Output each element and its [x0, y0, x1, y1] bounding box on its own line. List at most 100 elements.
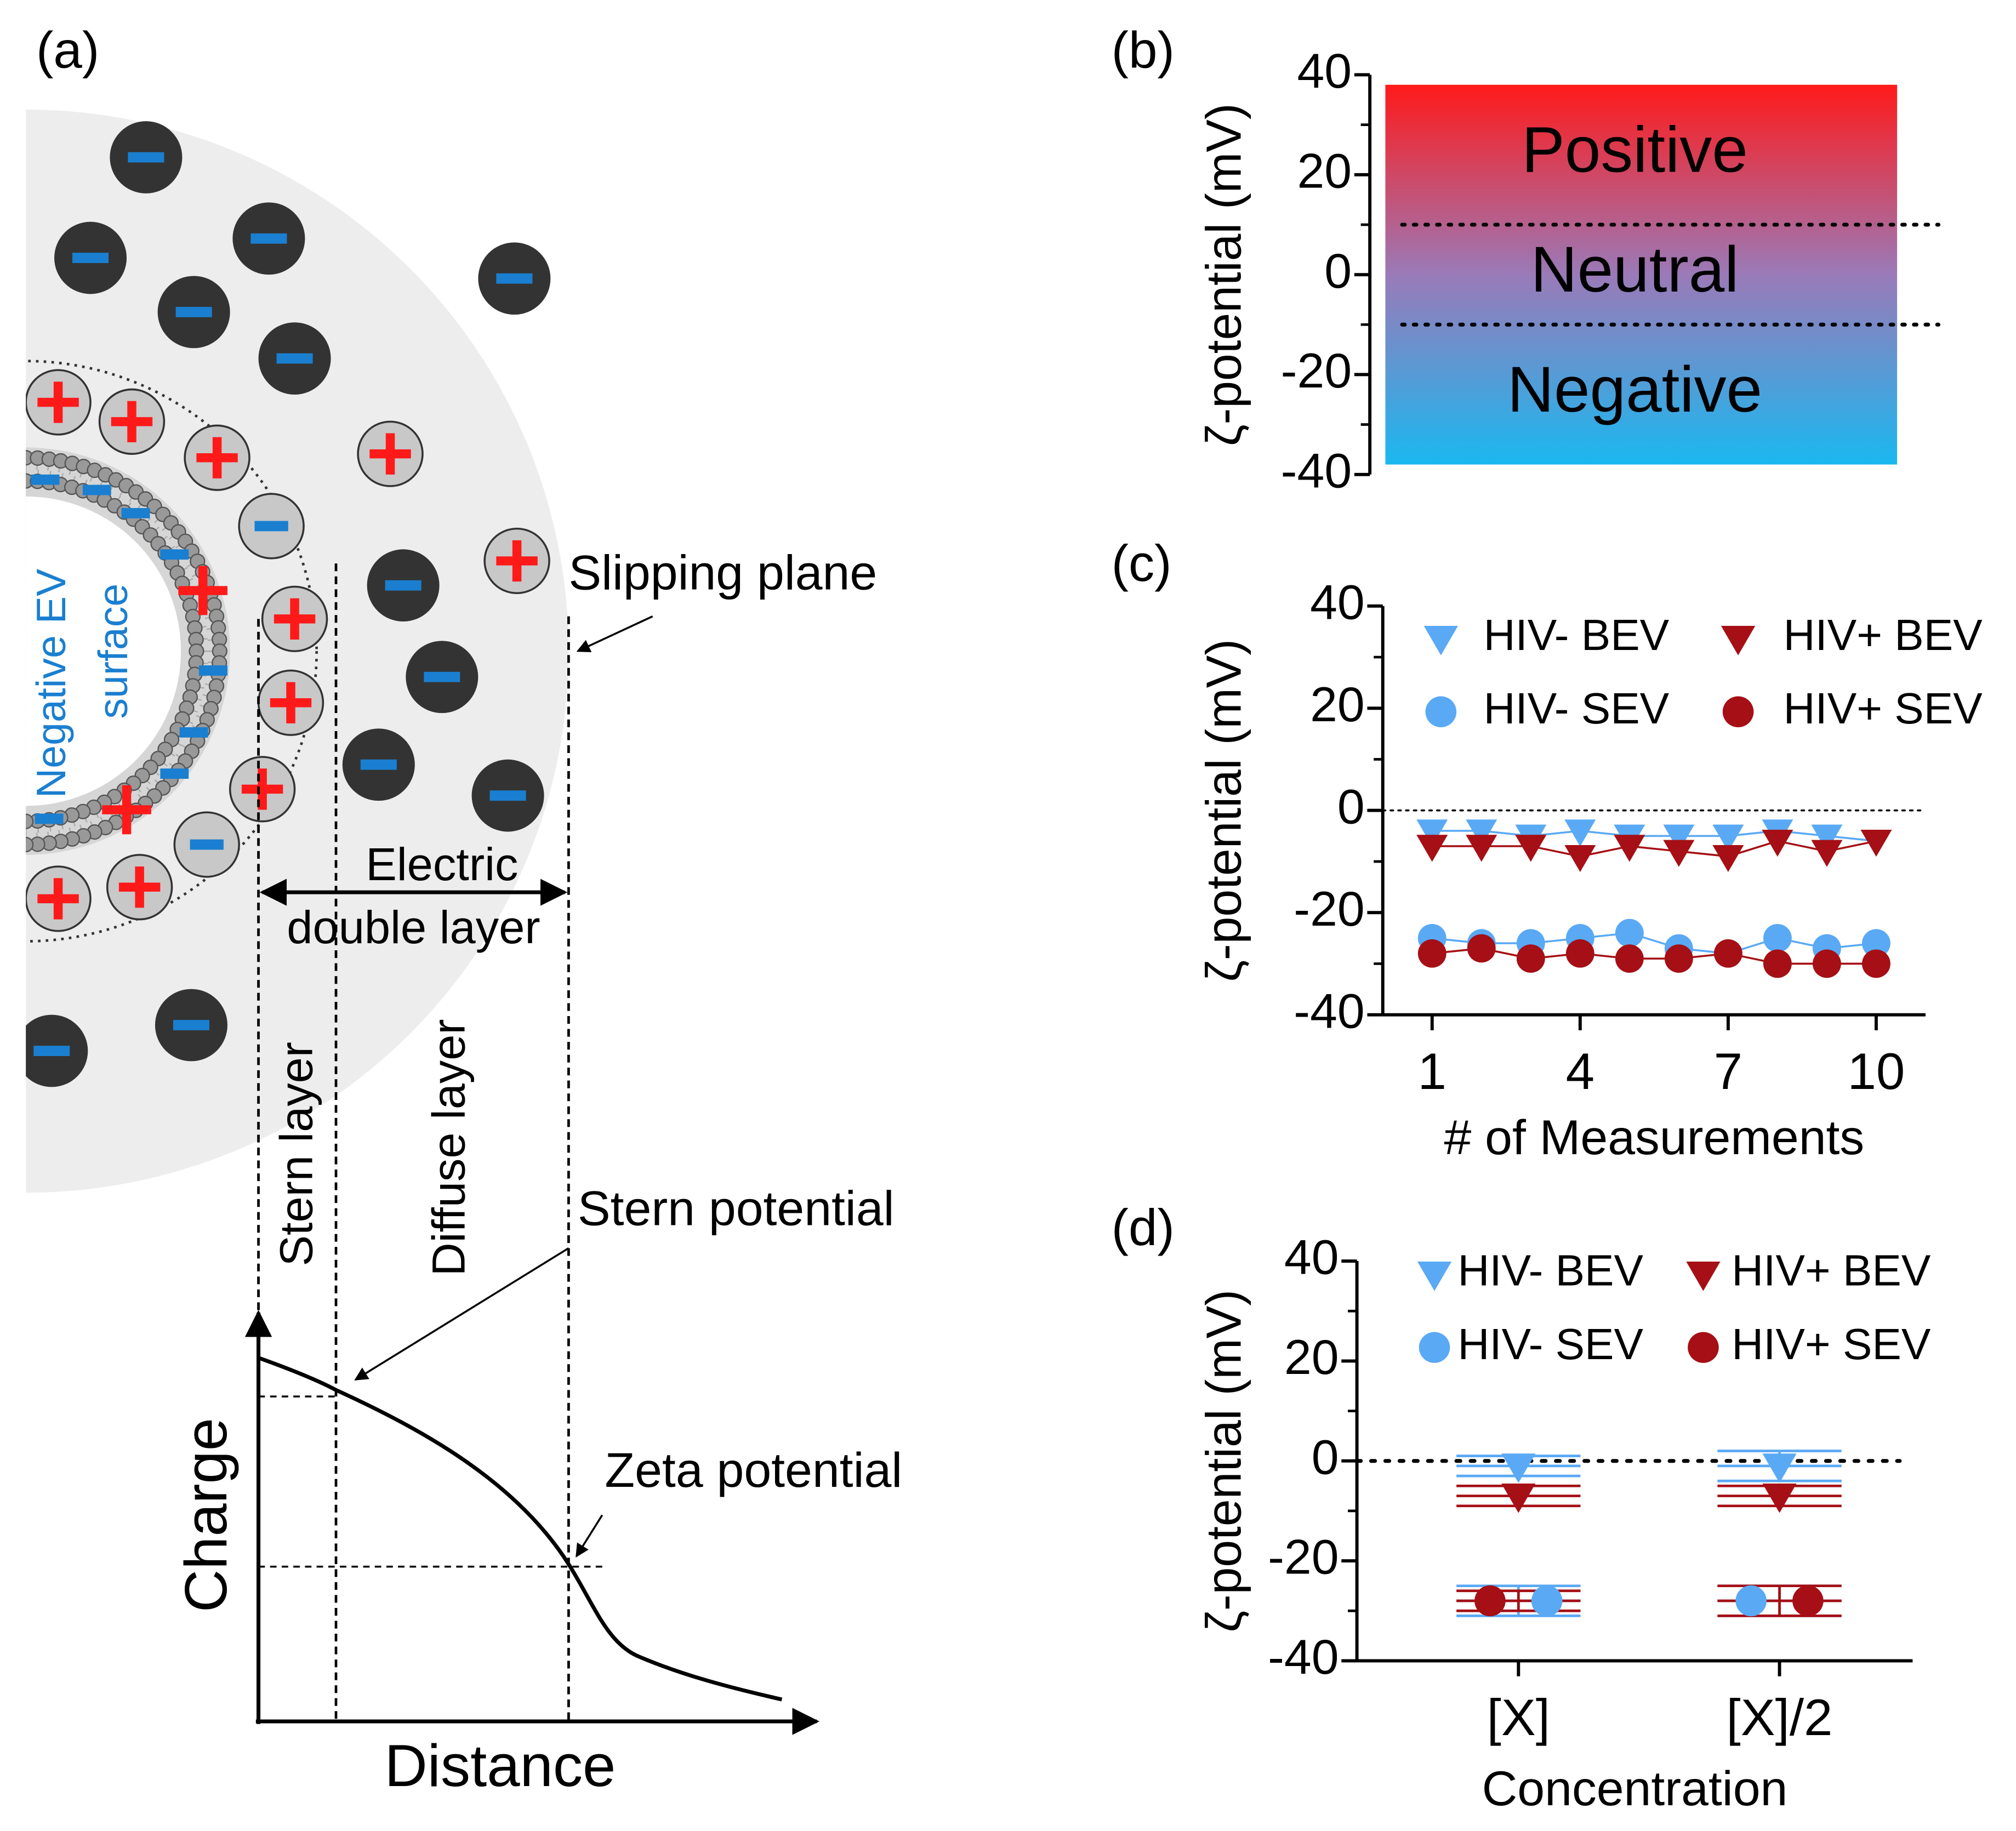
minus-sign — [250, 233, 287, 244]
annotation: double layer — [287, 901, 540, 953]
minus-sign — [35, 813, 64, 824]
marker — [1811, 840, 1843, 867]
marker — [1712, 845, 1744, 872]
legend-label: HIV+ SEV — [1784, 684, 1983, 733]
marker — [1663, 840, 1695, 867]
marker — [1762, 1453, 1797, 1483]
marker — [1565, 939, 1594, 968]
annotation: Stern layer — [270, 1042, 322, 1266]
zone-label: Positive — [1522, 113, 1748, 186]
panel-label: (b) — [1112, 21, 1175, 79]
legend-label: HIV- SEV — [1457, 1320, 1643, 1368]
y-tick-label: -20 — [1294, 881, 1364, 936]
annotation: Zeta potential — [605, 1442, 902, 1497]
minus-sign — [179, 727, 208, 738]
minus-sign — [385, 580, 422, 591]
marker — [1860, 829, 1892, 857]
y-tick-label: 0 — [1337, 779, 1365, 834]
y-tick-label: 20 — [1310, 677, 1365, 732]
panel-label: (d) — [1112, 1199, 1175, 1256]
legend-label: HIV- BEV — [1484, 611, 1670, 659]
marker — [1712, 824, 1744, 852]
marker — [1862, 949, 1890, 978]
marker — [1811, 824, 1843, 852]
minus-sign — [254, 521, 288, 532]
y-tick-label: -40 — [1294, 983, 1364, 1038]
series-line — [1432, 840, 1877, 858]
x-tick-label: 4 — [1566, 1042, 1594, 1100]
legend-marker — [1417, 1261, 1452, 1291]
minus-sign — [121, 508, 150, 518]
marker — [1614, 835, 1645, 862]
marker — [1762, 829, 1793, 857]
plus-sign — [258, 768, 267, 810]
x-axis-label: Concentration — [1482, 1761, 1788, 1816]
marker — [1713, 939, 1742, 968]
plus-sign — [198, 566, 208, 615]
x-axis-label: # of Measurements — [1444, 1110, 1864, 1165]
minus-sign — [31, 474, 60, 485]
x-tick-label: [X]/2 — [1727, 1689, 1833, 1746]
axis-label: Distance — [384, 1732, 616, 1799]
marker — [1615, 919, 1644, 948]
legend-marker — [1686, 1261, 1721, 1291]
ev-core — [26, 496, 181, 806]
diagram: (a) Negative EV surface Slipping plane E… — [26, 21, 902, 1799]
minus-sign — [496, 273, 533, 284]
minus-sign — [82, 484, 111, 495]
pointer — [576, 615, 653, 652]
minus-sign — [424, 671, 460, 682]
plus-sign — [53, 381, 63, 423]
legend-marker — [1721, 626, 1756, 655]
lipid-head — [26, 813, 34, 829]
y-tick-label: 0 — [1312, 1429, 1339, 1484]
marker — [1466, 835, 1497, 862]
y-tick-label: 40 — [1284, 1230, 1339, 1285]
marker — [1501, 1483, 1536, 1513]
minus-sign — [175, 306, 212, 317]
legend-label: HIV+ BEV — [1784, 611, 1983, 659]
plus-sign — [286, 682, 295, 723]
potential-guides — [258, 1395, 608, 1568]
y-tick-label: -20 — [1268, 1530, 1339, 1584]
marker — [1735, 1585, 1767, 1617]
legend-marker — [1423, 626, 1458, 655]
minus-sign — [360, 759, 397, 770]
x-tick-label: [X] — [1487, 1689, 1550, 1746]
minus-sign — [276, 353, 313, 364]
minus-sign — [72, 253, 109, 263]
y-tick-label: 40 — [1310, 575, 1365, 630]
legend-label: HIV+ BEV — [1732, 1246, 1931, 1295]
annotation: Diffuse layer — [423, 1019, 475, 1276]
legend-label: HIV- SEV — [1484, 684, 1670, 733]
annotation: Electric — [366, 838, 518, 890]
legend-marker — [1425, 696, 1457, 727]
plus-sign — [135, 866, 144, 908]
marker — [1474, 1585, 1506, 1617]
annotation: Stern potential — [578, 1180, 895, 1235]
ev-label: surface — [90, 584, 136, 719]
marker — [1531, 1585, 1563, 1617]
plus-sign — [290, 598, 299, 640]
minus-sign — [199, 665, 227, 676]
marker — [1417, 939, 1446, 968]
y-tick-label: 0 — [1324, 243, 1352, 298]
potential-curve — [258, 1356, 783, 1702]
plus-sign — [212, 437, 222, 478]
marker — [1763, 923, 1792, 952]
marker — [1467, 934, 1496, 963]
x-tick-label: 7 — [1714, 1042, 1742, 1100]
marker — [1516, 944, 1545, 973]
marker — [1763, 949, 1792, 978]
zone-box — [1385, 84, 1898, 465]
marker — [1812, 949, 1841, 978]
marker — [1466, 819, 1497, 847]
plus-sign — [122, 785, 132, 835]
marker — [1564, 819, 1596, 847]
minus-sign — [33, 1046, 70, 1056]
legend-marker — [1688, 1332, 1719, 1363]
y-tick-label: 20 — [1297, 144, 1352, 198]
panel-label: (a) — [36, 21, 99, 79]
marker — [1564, 845, 1596, 872]
